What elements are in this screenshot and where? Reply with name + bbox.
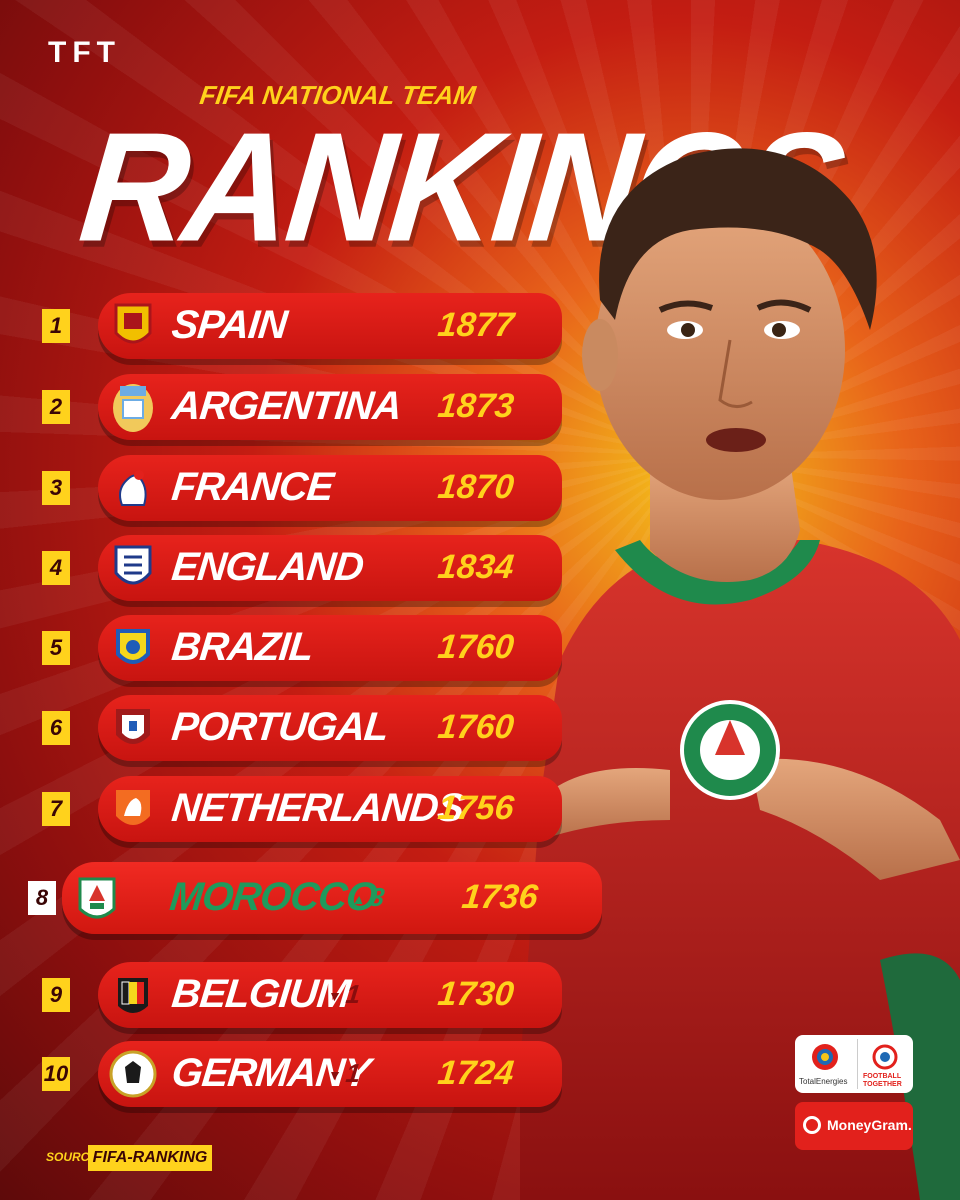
totalenergies-label: TotalEnergies: [799, 1077, 848, 1086]
country-name: ARGENTINA: [169, 384, 404, 428]
moneygram-label: MoneyGram.: [827, 1117, 912, 1133]
country-name: ENGLAND: [169, 545, 366, 589]
brand-logo: TFT: [48, 36, 121, 69]
ranking-row: FRANCE 1870: [98, 455, 562, 521]
ranking-points: 1760: [436, 708, 516, 746]
country-crest-icon: [106, 299, 160, 353]
source-label: SOURCE: [46, 1150, 98, 1164]
rank-badge: 6: [42, 711, 70, 745]
rank-badge: 10: [42, 1057, 70, 1091]
triangle-down-icon: ▼: [326, 988, 343, 1005]
ranking-points: 1760: [436, 628, 516, 666]
ranking-points: 1730: [436, 975, 516, 1013]
country-crest-icon: [106, 701, 160, 755]
country-name: PORTUGAL: [169, 705, 391, 749]
country-crest-icon: [106, 968, 160, 1022]
rank-change: ▲3: [350, 882, 386, 913]
ranking-row: MOROCCO ▲3 1736: [62, 862, 602, 934]
country-crest-icon: [106, 461, 160, 515]
rank-badge: 7: [42, 792, 70, 826]
country-name: SPAIN: [169, 303, 289, 347]
rank-change: ▼1: [326, 979, 362, 1010]
ranking-points: 1736: [460, 878, 540, 916]
country-name: NETHERLANDS: [169, 786, 466, 830]
ranking-row: NETHERLANDS 1756: [98, 776, 562, 842]
totalenergies-logo-icon: [812, 1039, 898, 1089]
rank-change: ▼1: [326, 1058, 362, 1089]
country-crest-icon: [106, 541, 160, 595]
sponsor-moneygram: MoneyGram.: [795, 1102, 913, 1150]
ranking-row: ARGENTINA 1873: [98, 374, 562, 440]
country-crest-icon: [106, 782, 160, 836]
triangle-up-icon: ▲: [350, 891, 367, 908]
moneygram-logo-icon: [803, 1116, 821, 1134]
sponsor-totalenergies-football-together: TotalEnergies FOOTBALL TOGETHER: [795, 1035, 913, 1093]
country-crest-icon: [106, 1047, 160, 1101]
rank-badge: 1: [42, 309, 70, 343]
country-name: MOROCCO: [167, 875, 379, 919]
ranking-points: 1870: [436, 468, 516, 506]
rank-change-value: 1: [344, 979, 362, 1009]
rank-badge: 4: [42, 551, 70, 585]
country-name: BELGIUM: [169, 972, 352, 1016]
country-crest-icon: [106, 621, 160, 675]
rank-badge: 8: [28, 881, 56, 915]
source-value: FIFA-RANKING: [88, 1145, 212, 1171]
ranking-points: 1756: [436, 789, 516, 827]
country-crest-icon: [70, 871, 124, 925]
ranking-row: BELGIUM ▼1 1730: [98, 962, 562, 1028]
ranking-points: 1834: [436, 548, 516, 586]
ranking-row: BRAZIL 1760: [98, 615, 562, 681]
triangle-down-icon: ▼: [326, 1067, 343, 1084]
ranking-row: GERMANY ▼1 1724: [98, 1041, 562, 1107]
rank-badge: 2: [42, 390, 70, 424]
rank-change-value: 3: [368, 882, 386, 912]
football-together-label: FOOTBALL TOGETHER: [863, 1073, 902, 1088]
ranking-points: 1873: [436, 387, 516, 425]
country-name: BRAZIL: [169, 625, 316, 669]
country-name: FRANCE: [169, 465, 336, 509]
country-crest-icon: [106, 380, 160, 434]
rank-badge: 5: [42, 631, 70, 665]
rank-badge: 3: [42, 471, 70, 505]
ranking-points: 1724: [436, 1054, 516, 1092]
rank-badge: 9: [42, 978, 70, 1012]
ranking-row: SPAIN 1877: [98, 293, 562, 359]
ranking-row: PORTUGAL 1760: [98, 695, 562, 761]
ranking-points: 1877: [436, 306, 516, 344]
ranking-row: ENGLAND 1834: [98, 535, 562, 601]
